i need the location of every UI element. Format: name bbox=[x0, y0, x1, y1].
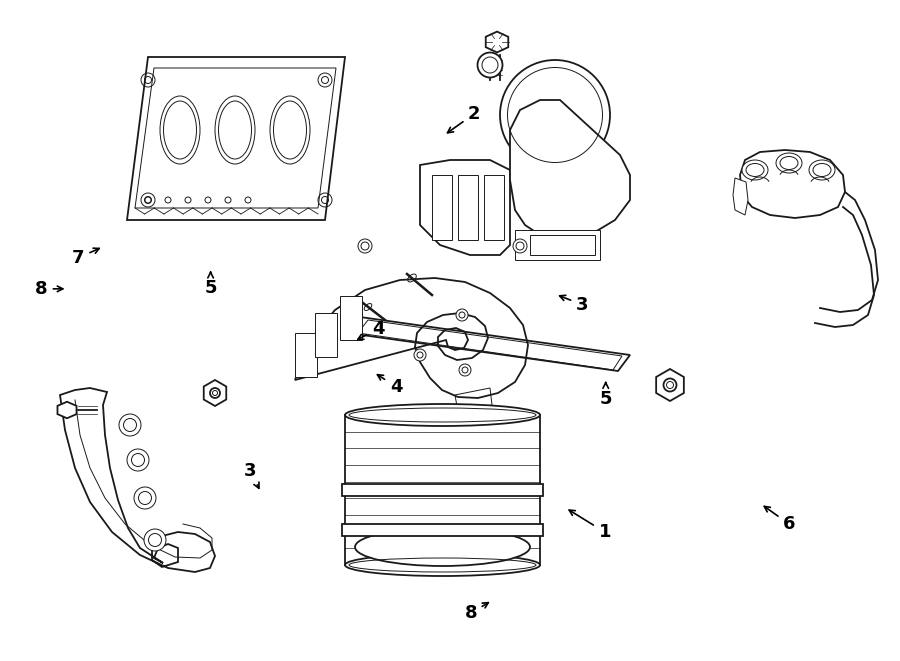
Text: 5: 5 bbox=[599, 383, 612, 408]
Polygon shape bbox=[340, 296, 362, 340]
Ellipse shape bbox=[144, 529, 166, 551]
Ellipse shape bbox=[478, 52, 502, 77]
Polygon shape bbox=[458, 175, 478, 240]
Text: 1: 1 bbox=[569, 510, 611, 541]
Polygon shape bbox=[315, 313, 337, 357]
Ellipse shape bbox=[513, 239, 527, 253]
Ellipse shape bbox=[345, 404, 540, 426]
Polygon shape bbox=[60, 388, 215, 572]
Text: 4: 4 bbox=[377, 375, 402, 396]
Polygon shape bbox=[203, 380, 226, 406]
Text: 8: 8 bbox=[35, 280, 63, 298]
Ellipse shape bbox=[358, 239, 372, 253]
Polygon shape bbox=[656, 369, 684, 401]
Polygon shape bbox=[486, 32, 508, 52]
Ellipse shape bbox=[134, 487, 156, 509]
Ellipse shape bbox=[809, 160, 835, 180]
Ellipse shape bbox=[127, 449, 149, 471]
Polygon shape bbox=[295, 278, 528, 398]
Ellipse shape bbox=[456, 309, 468, 321]
Text: 4: 4 bbox=[358, 319, 384, 340]
Polygon shape bbox=[740, 150, 845, 218]
Polygon shape bbox=[58, 402, 76, 418]
Ellipse shape bbox=[742, 160, 768, 180]
Polygon shape bbox=[342, 524, 543, 536]
Ellipse shape bbox=[500, 60, 610, 170]
Text: 3: 3 bbox=[244, 461, 259, 488]
Polygon shape bbox=[515, 230, 600, 260]
Polygon shape bbox=[420, 160, 510, 255]
Polygon shape bbox=[432, 175, 452, 240]
Ellipse shape bbox=[776, 153, 802, 173]
Ellipse shape bbox=[355, 528, 530, 566]
Ellipse shape bbox=[207, 385, 223, 401]
Text: 8: 8 bbox=[464, 603, 489, 623]
Polygon shape bbox=[733, 178, 748, 215]
Polygon shape bbox=[342, 484, 543, 496]
Text: 5: 5 bbox=[204, 272, 217, 297]
Ellipse shape bbox=[345, 554, 540, 576]
Polygon shape bbox=[510, 100, 630, 238]
Ellipse shape bbox=[459, 364, 471, 376]
Text: 6: 6 bbox=[764, 506, 796, 533]
Polygon shape bbox=[295, 333, 317, 377]
Polygon shape bbox=[484, 175, 504, 240]
Ellipse shape bbox=[119, 414, 141, 436]
Text: 2: 2 bbox=[447, 104, 481, 133]
Ellipse shape bbox=[659, 374, 681, 396]
Ellipse shape bbox=[414, 349, 426, 361]
Text: 3: 3 bbox=[560, 295, 589, 314]
Text: 7: 7 bbox=[72, 248, 99, 267]
Polygon shape bbox=[530, 235, 595, 255]
